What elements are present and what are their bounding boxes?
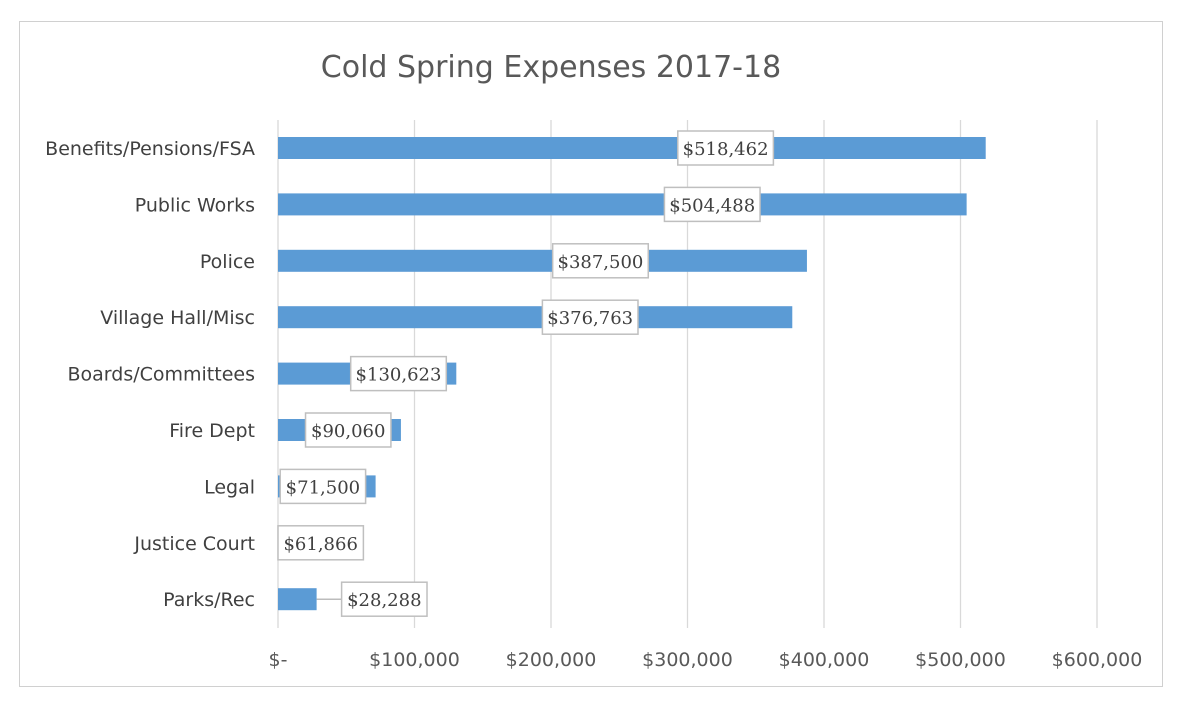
data-label: $61,866 <box>277 525 365 561</box>
category-label: Boards/Committees <box>67 364 255 386</box>
data-label-box <box>277 525 365 561</box>
data-labels: $518,462 $504,488 $387,500 $376,763 $130,623… <box>277 130 775 617</box>
bar <box>278 249 807 272</box>
data-label: $130,623 <box>349 355 448 392</box>
data-label: $71,500 <box>279 468 367 505</box>
x-tick-label: $300,000 <box>642 649 733 671</box>
data-label-box <box>304 412 392 448</box>
x-axis-tick-labels: $- $100,000 $200,000 $300,000 $400,000 $500,0… <box>269 649 1143 671</box>
data-label-box <box>551 243 650 279</box>
bar <box>278 588 317 611</box>
chart-title: Cold Spring Expenses 2017-18 <box>321 50 781 85</box>
x-tick-label: $100,000 <box>369 649 460 671</box>
category-label: Parks/Rec <box>163 589 255 611</box>
data-label-text: $28,288 <box>347 590 421 611</box>
data-label: $387,500 <box>551 243 650 279</box>
data-label-text: $130,623 <box>356 365 442 386</box>
category-label: Legal <box>204 476 255 498</box>
x-tick-label: $500,000 <box>915 649 1006 671</box>
bar <box>278 306 793 329</box>
data-label: $90,060 <box>304 412 392 448</box>
data-label: $518,462 <box>677 130 775 166</box>
category-label: Fire Dept <box>169 420 255 442</box>
category-label: Benefits/Pensions/FSA <box>45 138 255 160</box>
data-label-box <box>349 355 448 392</box>
data-label-text: $71,500 <box>286 477 360 498</box>
data-label-box <box>340 581 428 617</box>
x-tick-label: $600,000 <box>1052 649 1143 671</box>
data-label-box <box>541 299 639 335</box>
data-label-box <box>677 130 775 166</box>
data-label: $504,488 <box>663 186 761 223</box>
x-tick-label: $400,000 <box>779 649 870 671</box>
x-tick-label: $- <box>269 649 288 671</box>
category-label: Police <box>200 251 255 273</box>
bar <box>278 137 986 159</box>
chart-frame <box>19 21 1163 687</box>
data-label-text: $376,763 <box>547 308 633 329</box>
bar <box>278 193 967 216</box>
data-label-box <box>279 468 367 505</box>
data-label: $28,288 <box>316 581 428 617</box>
data-label-text: $90,060 <box>311 421 385 442</box>
category-label: Justice Court <box>133 533 255 555</box>
data-label-text: $61,866 <box>283 534 357 555</box>
data-label-text: $504,488 <box>669 195 755 216</box>
data-label: $376,763 <box>541 299 639 335</box>
data-label-text: $387,500 <box>558 252 644 273</box>
category-label: Public Works <box>135 194 255 216</box>
category-labels: Benefits/Pensions/FSA Public Works Police V… <box>45 138 255 611</box>
data-label-text: $518,462 <box>683 139 769 160</box>
category-label: Village Hall/Misc <box>100 307 255 329</box>
x-tick-label: $200,000 <box>506 649 597 671</box>
data-label-box <box>663 186 761 223</box>
